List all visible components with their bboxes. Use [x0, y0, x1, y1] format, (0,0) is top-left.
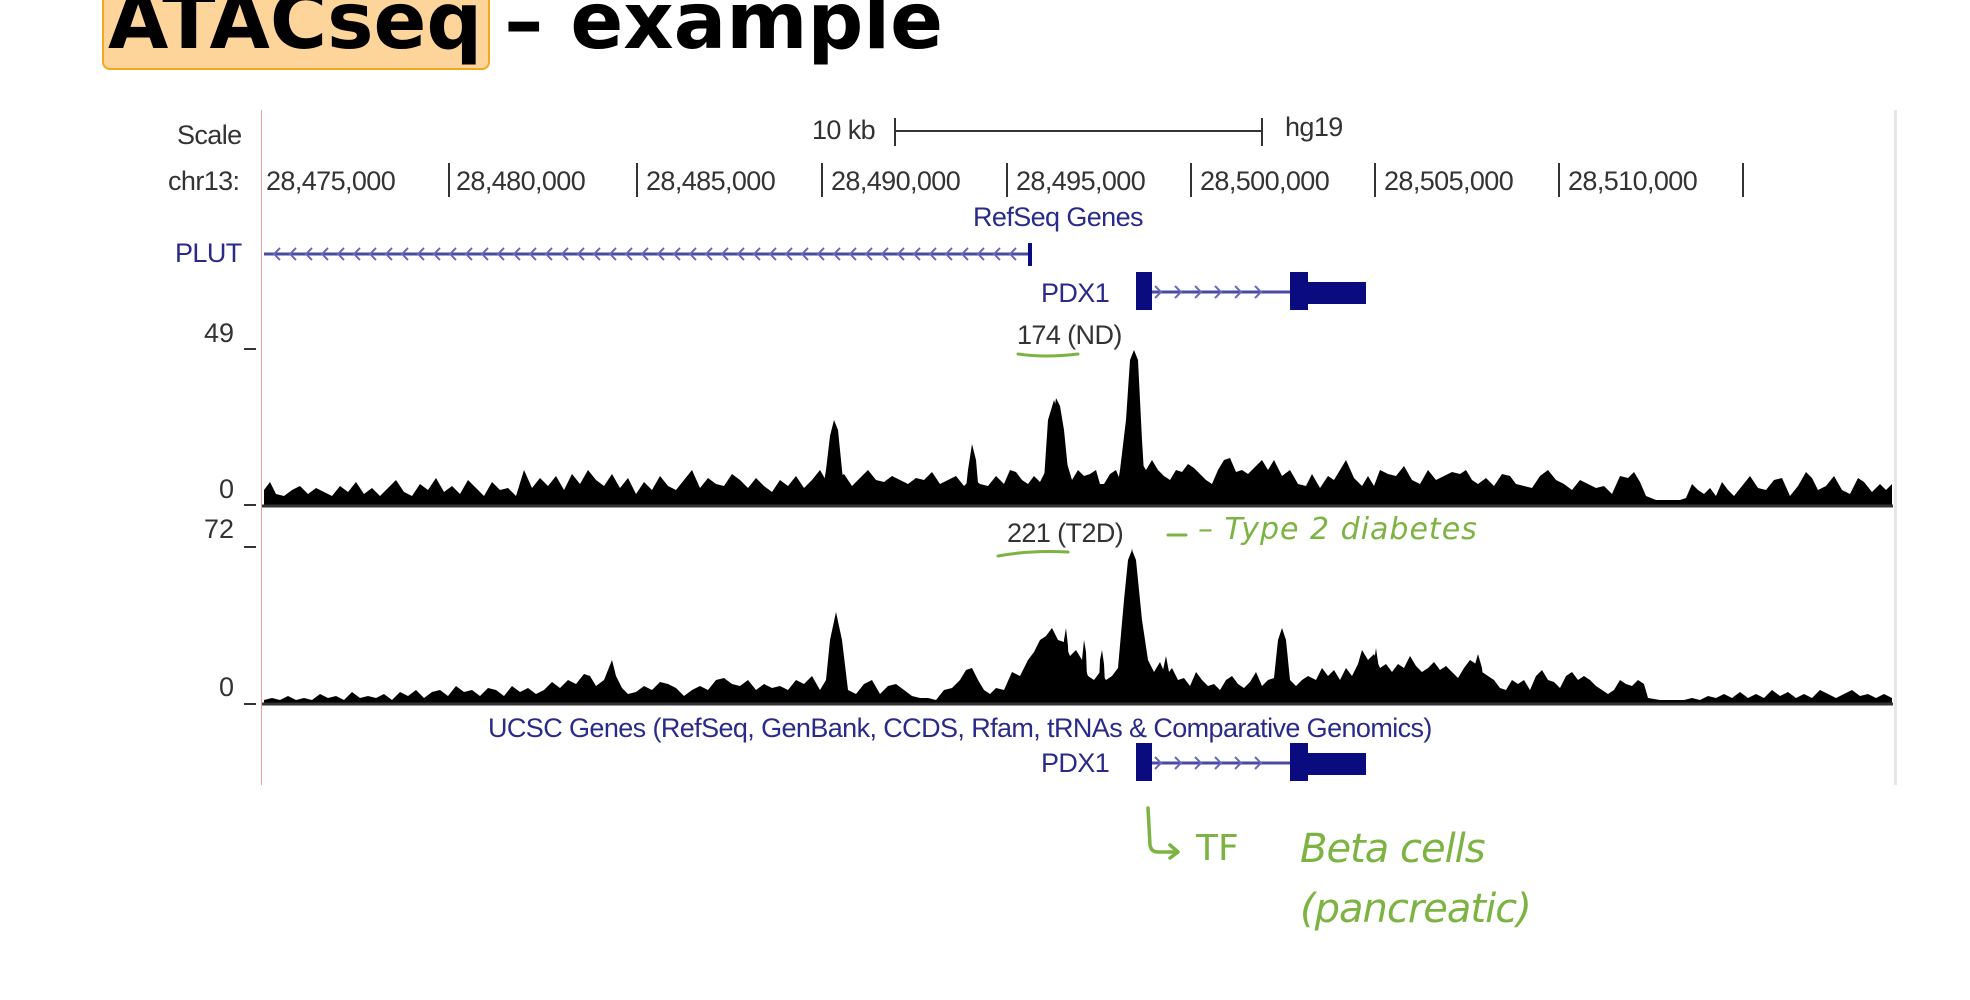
position-tick: 28,485,000 [638, 163, 823, 197]
scale-bar-label: 10 kb [812, 115, 876, 145]
assembly-label: hg19 [1285, 112, 1343, 142]
ucsc-gene-label-pdx1[interactable]: PDX1 [1041, 748, 1110, 778]
browser-right-border [1894, 110, 1897, 785]
gene-label-pdx1[interactable]: PDX1 [1041, 278, 1110, 308]
refseq-track-label[interactable]: RefSeq Genes [973, 202, 1144, 232]
track2-label[interactable]: 221 (T2D) [1007, 518, 1124, 549]
scale-label: Scale [177, 120, 242, 150]
title-rest: – example [504, 0, 943, 67]
pancreatic-annotation: (pancreatic) [1300, 886, 1532, 932]
track1-ymax: 49 [203, 318, 234, 348]
track2-ymin: 0 [218, 672, 234, 702]
track1-ymin-tick [244, 504, 256, 506]
track2-ymax-tick [244, 546, 256, 548]
gene-label-plut[interactable]: PLUT [175, 238, 242, 268]
slide-title: ATACseq – example [102, 0, 943, 70]
position-tick: 28,480,000 [450, 163, 638, 197]
position-tick: 28,495,000 [1008, 163, 1192, 197]
position-tick: 28,475,000 [266, 163, 450, 197]
track2-ymin-tick [244, 703, 256, 705]
track1-label[interactable]: 174 (ND) [1017, 320, 1122, 351]
title-highlight: ATACseq [102, 0, 491, 70]
position-tick: 28,505,000 [1376, 163, 1560, 197]
position-tick: 28,500,000 [1192, 163, 1376, 197]
position-tick: 28,490,000 [823, 163, 1008, 197]
position-ruler: 28,475,000 28,480,000 28,485,000 28,490,… [266, 163, 1744, 197]
track1-ymin: 0 [218, 474, 234, 504]
track2-ymax: 72 [203, 514, 234, 544]
beta-cells-annotation: Beta cells [1300, 826, 1486, 872]
track2-id: 221 [1007, 518, 1051, 548]
chrom-label: chr13: [168, 166, 240, 196]
ucsc-track-label[interactable]: UCSC Genes (RefSeq, GenBank, CCDS, Rfam,… [488, 713, 1432, 743]
position-tick: 28,510,000 [1560, 163, 1744, 197]
track1-condition: (ND) [1067, 320, 1122, 350]
track1-ymax-tick [244, 348, 256, 350]
browser-left-border [261, 110, 262, 785]
track2-condition: (T2D) [1057, 518, 1124, 548]
t2d-annotation: – Type 2 diabetes [1198, 512, 1478, 547]
track1-id: 174 [1017, 320, 1061, 350]
tf-annotation: TF [1196, 828, 1239, 869]
